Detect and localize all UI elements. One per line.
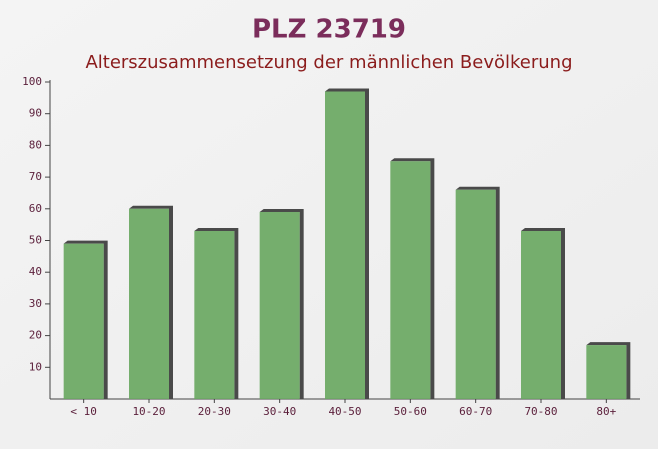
bar <box>521 230 561 399</box>
chart-subtitle: Alterszusammensetzung der männlichen Bev… <box>85 52 572 73</box>
y-tick-label: 100 <box>22 75 42 88</box>
y-tick-label: 90 <box>29 107 42 120</box>
bar <box>390 161 431 399</box>
y-tick-label: 60 <box>29 202 42 215</box>
bar <box>63 243 104 399</box>
x-tick-label: 70-80 <box>524 405 557 418</box>
bar <box>194 230 235 399</box>
y-tick-label: 40 <box>29 265 42 278</box>
y-tick-label: 80 <box>29 138 42 151</box>
chart-title: PLZ 23719 <box>252 15 406 45</box>
y-tick-label: 30 <box>29 297 42 310</box>
bar <box>586 345 627 399</box>
x-tick-label: 80+ <box>596 405 616 418</box>
x-tick-label: 60-70 <box>459 405 492 418</box>
bar <box>259 211 300 399</box>
y-tick-label: 20 <box>29 329 42 342</box>
x-tick-label: 50-60 <box>394 405 427 418</box>
y-tick-label: 70 <box>29 170 42 183</box>
x-tick-label: 30-40 <box>263 405 296 418</box>
x-tick-label: 20-30 <box>198 405 231 418</box>
y-tick-label: 10 <box>29 360 42 373</box>
y-tick-label: 50 <box>29 234 42 247</box>
x-tick-label: 40-50 <box>328 405 361 418</box>
x-tick-label: < 10 <box>70 405 97 418</box>
x-tick-label: 10-20 <box>132 405 165 418</box>
bar <box>129 208 169 399</box>
bar <box>455 189 496 399</box>
bar <box>325 91 365 399</box>
